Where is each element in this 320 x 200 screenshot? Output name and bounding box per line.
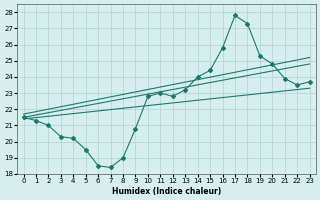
X-axis label: Humidex (Indice chaleur): Humidex (Indice chaleur) [112, 187, 221, 196]
